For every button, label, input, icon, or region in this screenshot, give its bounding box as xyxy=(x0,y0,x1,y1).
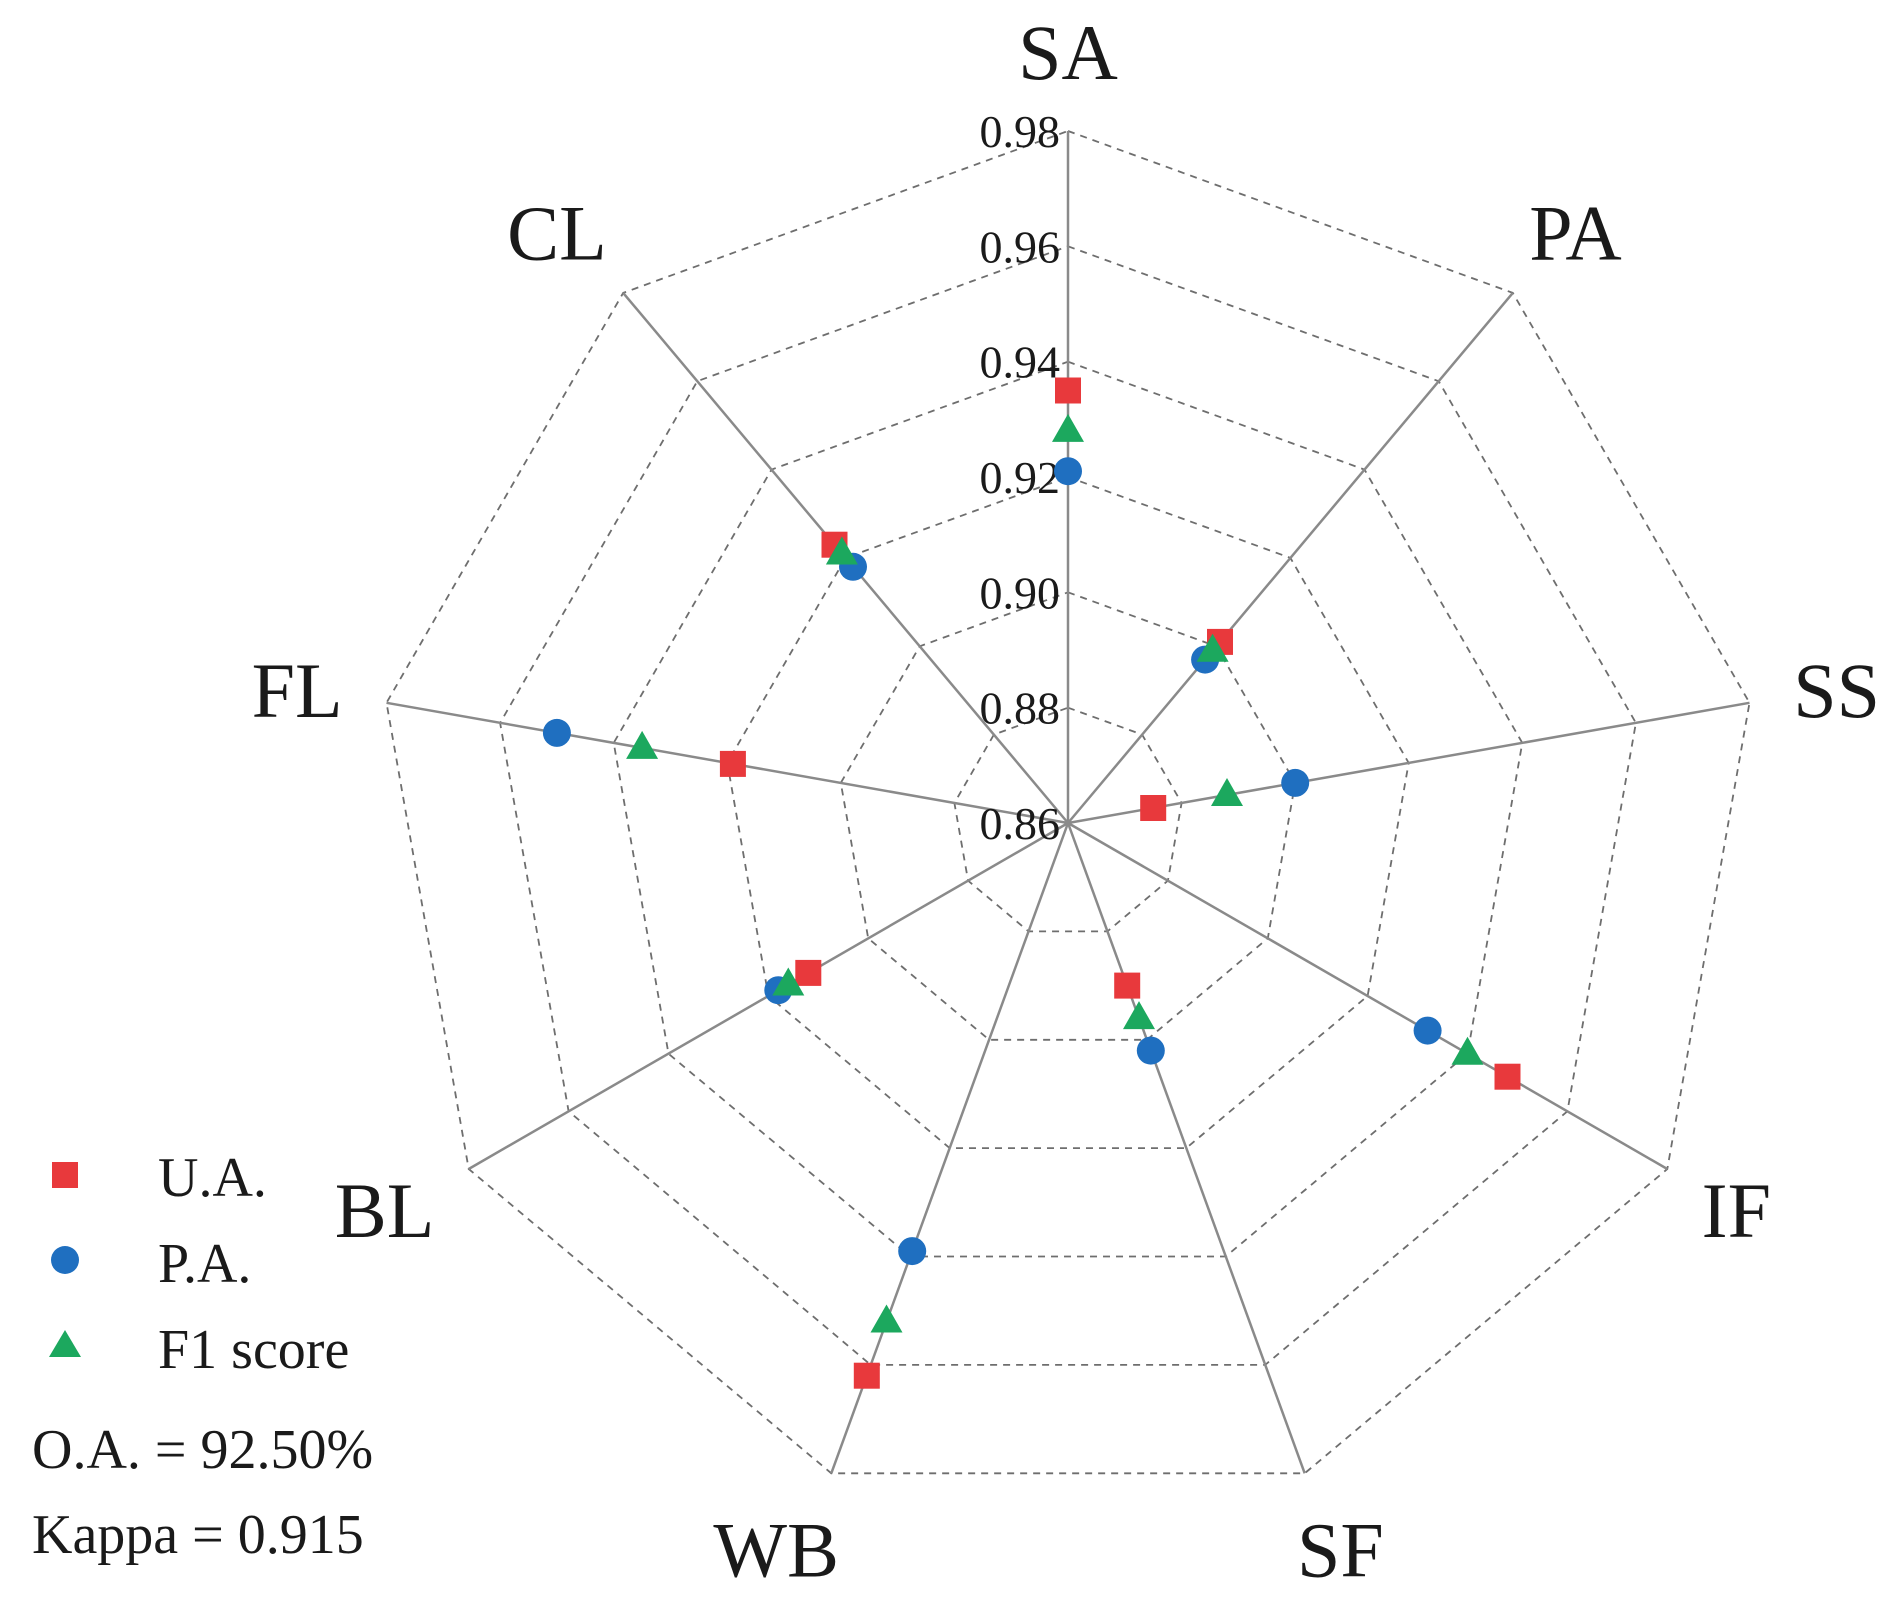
axis-label-bl: BL xyxy=(335,1167,435,1254)
point-p-a-sf xyxy=(1136,1036,1165,1065)
grid-ring-0.98 xyxy=(385,130,1751,1475)
legend: U.A. P.A. F1 score xyxy=(49,1147,349,1381)
point-u-a-if xyxy=(1494,1063,1521,1090)
grid-ring-0.88 xyxy=(953,706,1183,933)
point-u-a-fl xyxy=(719,750,746,777)
axis-label-cl: CL xyxy=(507,190,607,277)
tick-label-0.86: 0.86 xyxy=(980,798,1061,849)
tick-label-0.90: 0.90 xyxy=(980,567,1061,618)
legend-marker-pa xyxy=(51,1246,79,1274)
legend-marker-ua xyxy=(52,1162,78,1188)
tick-label-0.92: 0.92 xyxy=(980,452,1061,503)
data-points xyxy=(542,377,1521,1389)
axis-labels: SA PA SS IF SF WB BL FL CL xyxy=(252,9,1880,1593)
point-f1-score-sa xyxy=(1052,413,1084,442)
point-f1-score-cl xyxy=(825,536,858,565)
grid-ring-0.96 xyxy=(499,245,1637,1366)
tick-labels: 0.86 0.88 0.90 0.92 0.94 0.96 0.98 xyxy=(980,106,1061,849)
point-p-a-fl xyxy=(542,718,571,747)
point-p-a-if xyxy=(1413,1016,1442,1045)
point-p-a-ss xyxy=(1281,768,1310,797)
axis-label-fl: FL xyxy=(252,647,343,734)
legend-label-f1: F1 score xyxy=(158,1319,349,1381)
axis-spoke-ss xyxy=(1067,701,1750,825)
point-f1-score-ss xyxy=(1211,778,1243,806)
axis-spoke-if xyxy=(1067,821,1668,1171)
point-f1-score-if xyxy=(1451,1036,1484,1065)
axis-label-ss: SS xyxy=(1793,647,1880,734)
point-f1-score-wb xyxy=(870,1304,903,1333)
tick-label-0.98: 0.98 xyxy=(980,106,1061,157)
point-f1-score-fl xyxy=(626,730,659,759)
grid-ring-0.90 xyxy=(839,591,1297,1041)
point-u-a-sf xyxy=(1114,972,1141,999)
point-f1-score-pa xyxy=(1196,633,1229,662)
axis-label-if: IF xyxy=(1702,1167,1771,1254)
grid-rings xyxy=(385,130,1751,1475)
axis-label-sf: SF xyxy=(1297,1506,1384,1593)
legend-label-pa: P.A. xyxy=(158,1233,251,1295)
axis-spoke-pa xyxy=(1067,292,1514,824)
point-f1-score-bl xyxy=(772,967,805,996)
tick-label-0.96: 0.96 xyxy=(980,221,1061,272)
point-u-a-wb xyxy=(853,1362,880,1389)
point-u-a-bl xyxy=(795,959,822,986)
point-u-a-sa xyxy=(1055,377,1081,404)
axis-label-sa: SA xyxy=(1018,9,1118,96)
axis-label-pa: PA xyxy=(1529,190,1622,277)
legend-marker-f1 xyxy=(49,1330,81,1357)
legend-label-ua: U.A. xyxy=(158,1147,267,1209)
axis-label-wb: WB xyxy=(713,1506,839,1593)
grid-ring-0.92 xyxy=(726,476,1410,1149)
grid-ring-0.94 xyxy=(612,360,1524,1258)
overall-accuracy-text: O.A. = 92.50% xyxy=(32,1419,373,1481)
tick-label-0.94: 0.94 xyxy=(980,337,1061,388)
kappa-text: Kappa = 0.915 xyxy=(32,1504,364,1566)
axis-spoke-sf xyxy=(1066,822,1306,1474)
point-p-a-sa xyxy=(1054,457,1082,486)
point-f1-score-sf xyxy=(1123,1001,1155,1030)
point-p-a-wb xyxy=(898,1237,927,1266)
point-u-a-ss xyxy=(1140,795,1167,821)
tick-label-0.88: 0.88 xyxy=(980,683,1061,734)
